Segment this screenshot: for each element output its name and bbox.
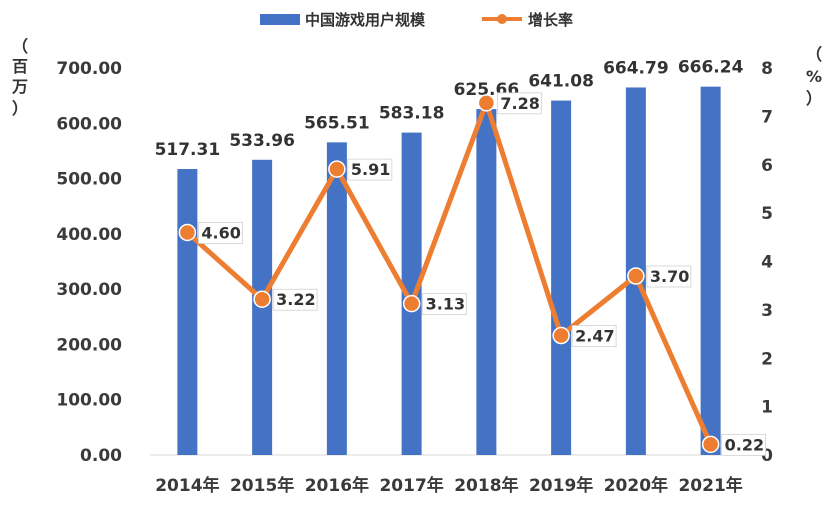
left-unit-char-1: 百 [12, 57, 28, 76]
category-label: 2016年 [305, 475, 369, 496]
bar [551, 100, 572, 455]
legend-swatch-marker [497, 14, 507, 24]
right-tick-label: 4 [761, 253, 773, 273]
bar-value-label: 664.79 [603, 58, 669, 78]
left-unit-char-0: （ [12, 37, 28, 56]
right-unit-char-1: % [806, 67, 822, 86]
growth-point [477, 94, 496, 112]
left-tick-label: 100.00 [56, 391, 122, 411]
left-tick-label: 700.00 [56, 59, 122, 79]
growth-value-label: 3.70 [650, 267, 689, 286]
left-tick-label: 600.00 [56, 114, 122, 134]
growth-label-box [646, 265, 692, 288]
right-tick-label: 2 [761, 349, 773, 369]
bar [326, 142, 347, 455]
growth-point [178, 223, 197, 242]
bar [401, 132, 422, 455]
growth-line [185, 100, 713, 446]
x-axis-categories: 2014年 2015年 2016年 2017年 2018年 2019年 2020年 2021年 [155, 475, 743, 496]
growth-label-box [422, 293, 468, 315]
category-label: 2014年 [155, 475, 219, 496]
legend-label-bar: 中国游戏用户规模 [305, 11, 426, 29]
right-tick-label: 3 [761, 301, 773, 321]
left-tick-label: 300.00 [56, 280, 122, 300]
left-tick-label: 0.00 [80, 446, 122, 466]
right-tick-label: 7 [761, 107, 773, 127]
growth-label-box [272, 288, 318, 311]
category-label: 2019年 [529, 475, 593, 496]
left-unit-char-2: 万 [11, 77, 28, 96]
growth-value-label: 4.60 [201, 223, 240, 242]
bar-value-label: 565.51 [304, 113, 370, 133]
right-unit-char-2: ） [806, 89, 822, 108]
growth-value-label: 3.22 [276, 290, 315, 309]
bar [177, 169, 198, 455]
growth-point [701, 435, 720, 454]
growth-line-series [178, 94, 720, 454]
growth-point [627, 267, 645, 285]
bar-value-label: 583.18 [379, 104, 445, 124]
growth-data-labels: 4.60 3.22 5.91 3.13 7.28 2.47 3.70 0.22 [197, 92, 767, 456]
legend-label-line: 增长率 [528, 11, 573, 29]
left-unit-char-3: ） [12, 99, 28, 118]
growth-point [253, 290, 271, 308]
right-tick-label: 5 [761, 204, 773, 224]
growth-label-box [197, 222, 243, 244]
bar [700, 86, 721, 455]
category-label: 2015年 [230, 475, 294, 496]
growth-point [402, 294, 421, 313]
bar [476, 109, 497, 456]
growth-point [328, 160, 346, 178]
growth-label-box [347, 158, 393, 181]
bar-value-label: 666.24 [678, 58, 744, 78]
legend: 中国游戏用户规模 增长率 [260, 11, 573, 29]
growth-label-box [721, 433, 767, 456]
right-unit-char-0: （ [806, 45, 822, 64]
growth-label-box [571, 325, 617, 347]
category-label: 2020年 [604, 475, 668, 496]
left-axis-ticks: 0.00 100.00 200.00 300.00 400.00 500.00 600.00… [56, 59, 122, 466]
left-tick-label: 500.00 [56, 170, 122, 190]
left-tick-label: 200.00 [56, 335, 122, 355]
right-tick-label: 8 [761, 59, 773, 79]
category-label: 2017年 [379, 475, 443, 496]
bar-value-label: 641.08 [528, 72, 594, 92]
right-axis-unit: （ % ） [806, 45, 822, 108]
growth-value-label: 3.13 [426, 295, 465, 314]
right-tick-label: 1 [761, 398, 773, 418]
growth-value-label: 0.22 [725, 435, 764, 454]
category-label: 2018年 [454, 475, 518, 496]
bar-value-label: 517.31 [155, 140, 221, 160]
right-tick-label: 6 [761, 156, 773, 176]
category-label: 2021年 [678, 475, 742, 496]
growth-value-label: 7.28 [500, 94, 539, 113]
bar-value-label: 533.96 [229, 131, 295, 151]
growth-point [552, 326, 570, 345]
growth-value-label: 5.91 [351, 160, 390, 179]
growth-value-label: 2.47 [575, 327, 614, 346]
left-tick-label: 400.00 [56, 225, 122, 245]
left-axis-unit: （ 百 万 ） [11, 37, 28, 118]
growth-label-box [496, 92, 542, 115]
legend-swatch-bar [260, 14, 300, 25]
